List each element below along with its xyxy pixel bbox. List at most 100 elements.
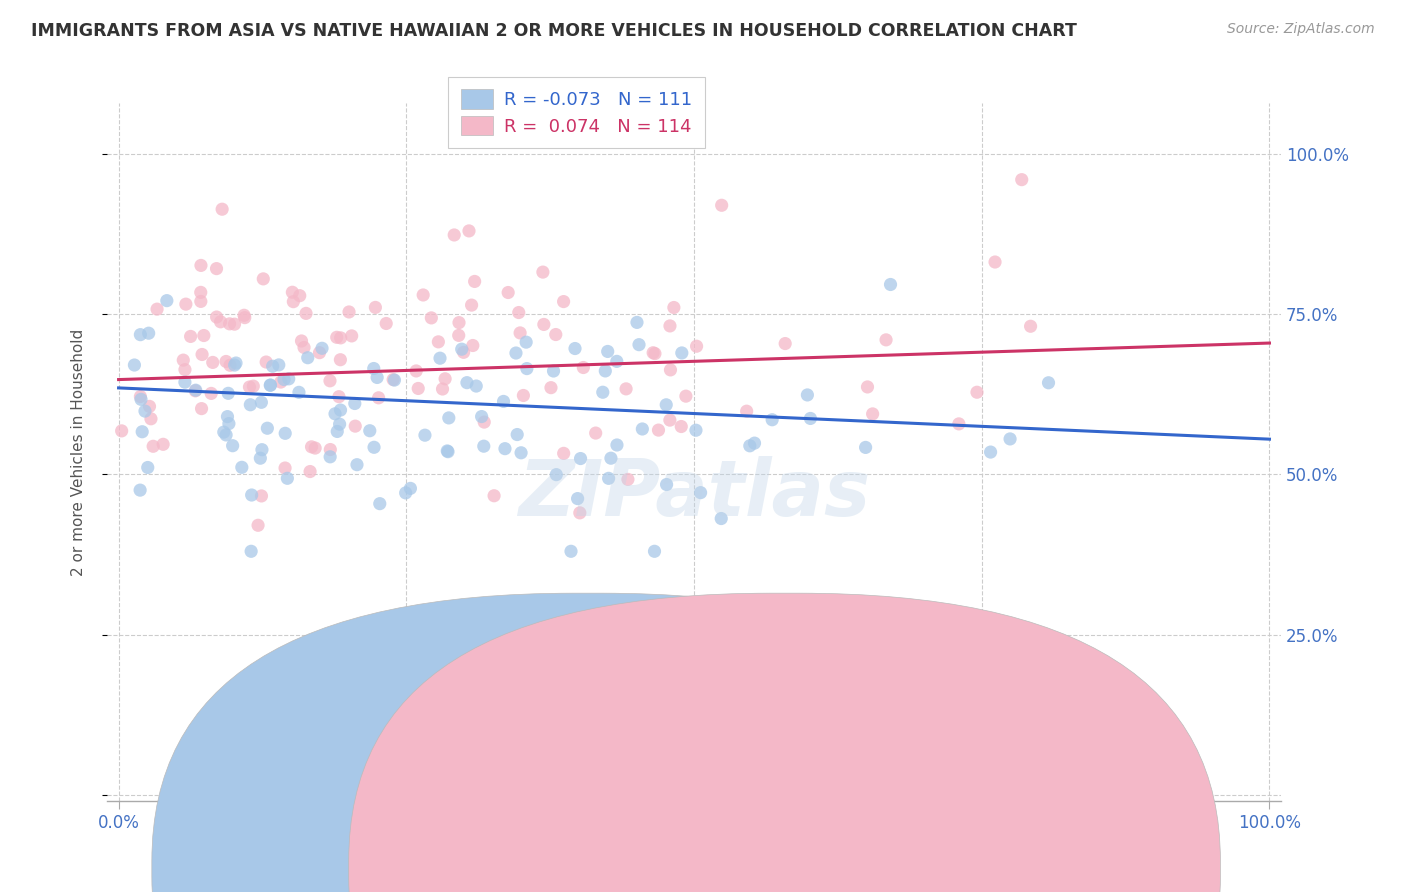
Point <box>568 506 591 520</box>
Point <box>240 488 263 502</box>
Point <box>152 437 174 451</box>
Point <box>1038 376 1060 390</box>
Legend: R = -0.073   N = 111, R =  0.074   N = 114: R = -0.073 N = 111, R = 0.074 N = 114 <box>449 77 704 148</box>
Point <box>323 407 346 421</box>
Point <box>375 317 398 331</box>
Point <box>434 372 457 386</box>
Point <box>191 347 214 361</box>
Point <box>998 432 1021 446</box>
Point <box>221 439 243 453</box>
Point <box>337 305 360 319</box>
Point <box>413 428 436 442</box>
Point <box>209 315 232 329</box>
Point <box>456 376 478 390</box>
Point <box>319 442 342 457</box>
Point <box>744 436 766 450</box>
Point <box>301 440 323 454</box>
Point <box>262 359 284 374</box>
Point <box>862 407 884 421</box>
Point <box>406 381 429 395</box>
Point <box>134 404 156 418</box>
Point <box>218 317 240 331</box>
Point <box>1011 172 1033 186</box>
Point <box>328 390 350 404</box>
Point <box>343 396 366 410</box>
Point <box>283 294 305 309</box>
Point <box>270 375 292 389</box>
Point <box>205 261 228 276</box>
Point <box>948 417 970 431</box>
Point <box>437 411 460 425</box>
Point <box>212 425 235 439</box>
Point <box>384 373 406 387</box>
Point <box>190 285 212 300</box>
Point <box>671 346 693 360</box>
Point <box>738 439 761 453</box>
Point <box>292 341 315 355</box>
Point <box>240 544 263 558</box>
Text: Source: ZipAtlas.com: Source: ZipAtlas.com <box>1227 22 1375 37</box>
Point <box>494 442 516 456</box>
Point <box>368 497 391 511</box>
Point <box>259 378 281 392</box>
Point <box>252 272 274 286</box>
Point <box>138 326 160 341</box>
Point <box>249 451 271 466</box>
Point <box>512 388 534 402</box>
Point <box>565 615 588 629</box>
Point <box>319 450 342 464</box>
Point <box>675 389 697 403</box>
Point <box>655 477 678 491</box>
Point <box>598 471 620 485</box>
Point <box>553 446 575 460</box>
Point <box>572 360 595 375</box>
Point <box>190 401 212 416</box>
Point <box>685 423 707 437</box>
Point <box>231 460 253 475</box>
Point <box>295 306 318 320</box>
Point <box>129 390 152 404</box>
Point <box>363 361 385 376</box>
Point <box>546 467 568 482</box>
Point <box>533 318 555 332</box>
Point <box>505 346 527 360</box>
Point <box>658 413 681 427</box>
Point <box>567 491 589 506</box>
Point <box>644 544 666 558</box>
Point <box>124 358 146 372</box>
Point <box>193 328 215 343</box>
Point <box>627 337 650 351</box>
Point <box>689 485 711 500</box>
Point <box>461 338 484 352</box>
Point <box>224 358 246 372</box>
Point <box>267 358 290 372</box>
Point <box>710 198 733 212</box>
Point <box>592 385 614 400</box>
Point <box>346 458 368 472</box>
Point <box>472 415 495 429</box>
Point <box>735 404 758 418</box>
Point <box>671 419 693 434</box>
Point <box>644 346 666 360</box>
Point <box>582 685 605 699</box>
Point <box>131 425 153 439</box>
Point <box>200 386 222 401</box>
Point <box>420 310 443 325</box>
Point <box>560 544 582 558</box>
Point <box>136 460 159 475</box>
Point <box>239 398 262 412</box>
Point <box>492 394 515 409</box>
Point <box>329 417 352 432</box>
Point <box>288 385 311 400</box>
Point <box>773 336 796 351</box>
Point <box>256 421 278 435</box>
Point <box>174 297 197 311</box>
Point <box>966 385 988 400</box>
Point <box>482 489 505 503</box>
Point <box>242 379 264 393</box>
Point <box>250 395 273 409</box>
Point <box>180 329 202 343</box>
Point <box>190 294 212 309</box>
Point <box>907 647 929 661</box>
Point <box>139 411 162 425</box>
